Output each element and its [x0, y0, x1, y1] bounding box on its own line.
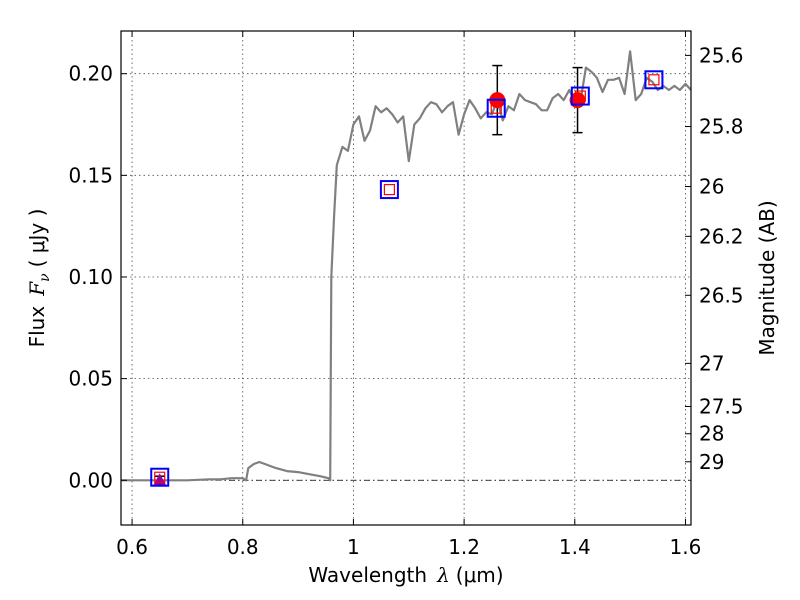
model-box-0	[150, 467, 170, 487]
y-tick-label-3: 0.15	[68, 163, 113, 187]
y2-tick-label-8: 29	[699, 450, 724, 474]
grid-lines	[121, 31, 691, 525]
y2-axis-label: Magnitude (AB)	[755, 200, 779, 355]
model-box-1	[379, 180, 399, 200]
upper-limit-series	[152, 473, 167, 487]
y2-tick-label-3: 26.2	[699, 224, 744, 248]
y-axis-ticks: 0.00 0.05 0.10 0.15 0.20	[68, 62, 127, 492]
x-axis-ticks: 0.6 0.8 1 1.2 1.4 1.6	[116, 31, 701, 559]
y2-tick-label-7: 28	[699, 422, 724, 446]
model-box-inner-4	[648, 74, 660, 86]
y2-tick-label-0: 25.6	[699, 43, 744, 67]
model-box-3	[570, 86, 590, 106]
y-tick-label-0: 0.00	[68, 468, 113, 492]
model-box-inner-0	[154, 471, 166, 483]
y-tick-label-4: 0.20	[68, 62, 113, 86]
y2-axis-ticks: 25.6 25.8 26 26.2 26.5 27 27.5 28 29	[685, 43, 744, 474]
x-tick-label-3: 1.2	[448, 535, 480, 559]
model-box-inner-1	[383, 183, 395, 196]
x-tick-label-2: 1	[347, 535, 360, 559]
plot-frame	[120, 30, 692, 526]
x-tick-label-4: 1.4	[559, 535, 591, 559]
y2-tick-label-4: 26.5	[699, 283, 744, 307]
model-box-inner-2	[490, 102, 502, 114]
y2-tick-label-5: 27	[699, 351, 724, 375]
x-tick-label-5: 1.6	[670, 535, 702, 559]
upper-limit-marker-0	[152, 473, 167, 487]
y-tick-label-2: 0.10	[68, 265, 113, 289]
model-spectrum-line	[121, 50, 692, 482]
model-spectrum-series	[121, 50, 692, 482]
model-box-4	[644, 70, 664, 90]
x-tick-label-1: 0.8	[227, 535, 259, 559]
model-box-inner-3	[574, 90, 586, 102]
y2-tick-label-2: 26	[699, 175, 724, 199]
y-tick-label-1: 0.05	[68, 367, 113, 391]
x-axis-label: Wavelength λ (μm)	[308, 563, 503, 587]
y2-tick-label-6: 27.5	[699, 394, 744, 418]
y-axis-label: FluxFν( μJy )	[25, 209, 53, 348]
y2-tick-label-1: 25.8	[699, 115, 744, 139]
errorbar-series	[154, 64, 583, 485]
model-photometry-series	[150, 70, 664, 487]
model-box-2	[486, 98, 506, 118]
x-tick-label-0: 0.6	[116, 535, 148, 559]
